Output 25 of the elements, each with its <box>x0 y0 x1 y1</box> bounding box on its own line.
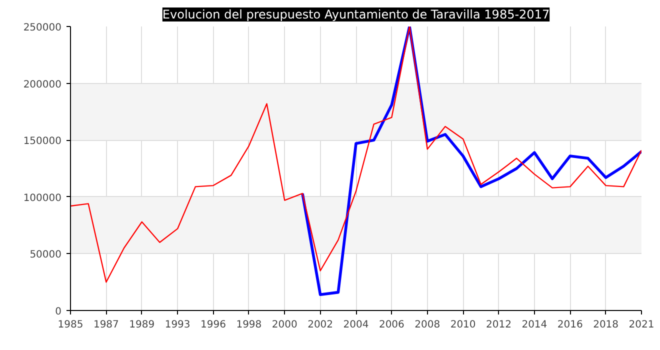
y-tick-label: 50000 <box>30 250 62 261</box>
x-tick-label: 2016 <box>557 320 583 330</box>
x-tick-label: 2000 <box>272 320 298 330</box>
line-series <box>70 26 642 283</box>
y-tick-label: 0 <box>55 306 62 318</box>
x-tick-label: 1989 <box>129 320 155 330</box>
x-tick-label: 1993 <box>164 320 190 330</box>
x-tick-label: 1996 <box>200 320 226 330</box>
x-tick-label: 1985 <box>58 320 84 330</box>
x-tick-label: 2014 <box>522 320 548 330</box>
y-tick-label: 250000 <box>23 22 62 34</box>
x-tick-label: 2018 <box>593 320 619 330</box>
x-tick-label: 2004 <box>343 320 369 330</box>
x-tick-label: 2008 <box>414 320 440 330</box>
x-tick-label: 2021 <box>628 320 654 330</box>
y-tick-label: 100000 <box>23 192 62 204</box>
x-tick-label: 2006 <box>378 320 404 330</box>
x-tick-label: 2012 <box>486 320 512 330</box>
y-tick-label: 200000 <box>23 79 62 90</box>
x-tick-label: 2010 <box>450 320 476 330</box>
y-tick-label: 150000 <box>23 136 62 148</box>
x-tick-label: 1987 <box>93 320 119 330</box>
x-tick-label: 1998 <box>236 320 262 330</box>
x-tick-label: 2002 <box>308 320 334 330</box>
chart-title: Evolucion del presupuesto Ayuntamiento de Taravilla 1985-2017 <box>162 8 550 22</box>
